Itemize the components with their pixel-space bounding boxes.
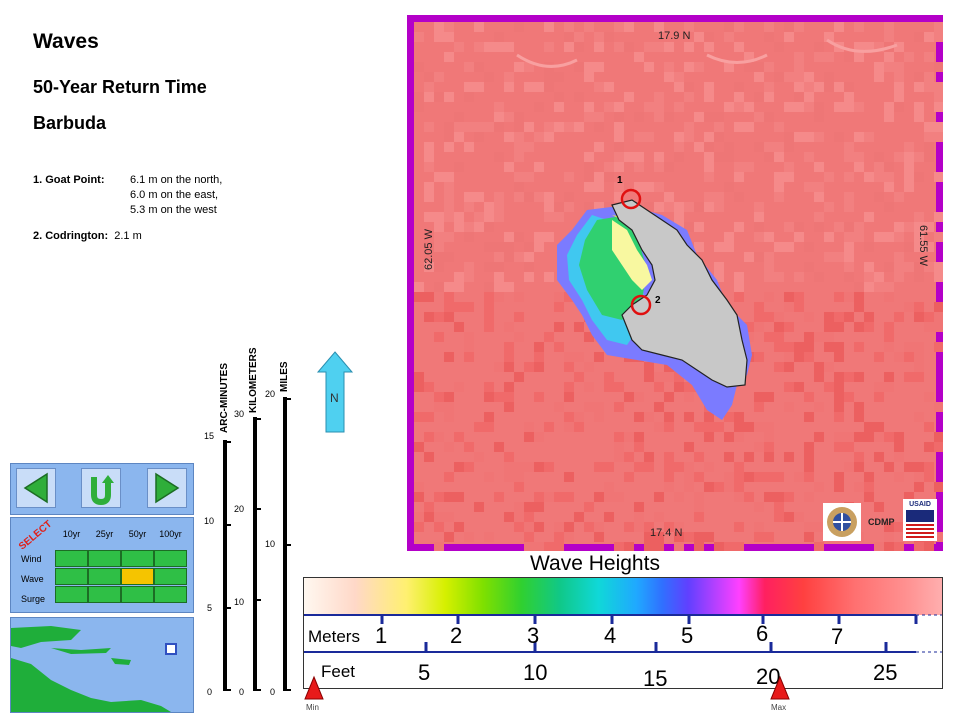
select-cell[interactable] — [55, 586, 88, 603]
caribbean-map-icon — [11, 618, 193, 712]
longitude-left-label: 62.05 W — [423, 229, 435, 270]
kilometers-label: KILOMETERS — [248, 347, 259, 413]
select-cell[interactable] — [121, 586, 154, 603]
color-ramp — [304, 578, 942, 615]
mile-tick: 0 — [270, 687, 276, 697]
note-line: 5.3 m on the west — [130, 204, 217, 216]
cdmp-credit: CDMP — [868, 517, 895, 527]
legend-title: Wave Heights — [530, 552, 660, 575]
column-25yr: 25yr — [95, 529, 114, 539]
km-tick: 20 — [234, 504, 245, 514]
select-cell[interactable] — [88, 550, 121, 567]
usaid-logo: USAID — [903, 499, 937, 541]
arc-tick: 5 — [207, 603, 213, 613]
point-1-marker — [620, 188, 642, 210]
wave-height-map: 17.9 N 17.4 N 62.05 W 61.55 W 1 2 CDMP U… — [407, 15, 943, 551]
note-line: 6.0 m on the east, — [130, 189, 219, 201]
meter-6: 6 — [756, 621, 769, 646]
locator-map[interactable] — [10, 617, 194, 713]
row-wind: Wind — [21, 554, 42, 564]
island-land — [611, 199, 748, 388]
latitude-bottom-label: 17.4 N — [650, 527, 683, 539]
arrow-right-icon — [155, 472, 180, 504]
select-label: SELECT — [17, 518, 55, 553]
meter-7: 7 — [831, 624, 844, 649]
select-cell[interactable] — [154, 586, 187, 603]
meter-3: 3 — [527, 623, 540, 648]
row-surge: Surge — [21, 594, 46, 604]
select-cell[interactable] — [154, 568, 187, 585]
feet-25: 25 — [873, 660, 898, 685]
max-marker-icon — [770, 675, 790, 700]
point-2-label: 2 — [655, 295, 661, 306]
place-name: Barbuda — [33, 113, 107, 133]
point-2-marker — [630, 294, 652, 316]
meters-label: Meters — [308, 627, 360, 646]
row-wave: Wave — [21, 574, 44, 584]
column-10yr: 10yr — [62, 529, 81, 539]
min-label: Min — [306, 703, 319, 712]
column-50yr: 50yr — [128, 529, 147, 539]
page-title: Waves — [33, 30, 99, 53]
wave-band-pale — [612, 220, 652, 290]
north-label: N — [330, 391, 339, 405]
feet-20: 20 — [756, 664, 781, 689]
point-1-label: 1 — [617, 175, 623, 186]
feet-5: 5 — [418, 660, 431, 685]
u-turn-icon — [91, 475, 114, 506]
meter-4: 4 — [604, 623, 617, 648]
arc-tick: 15 — [204, 431, 215, 441]
previous-button[interactable] — [16, 468, 56, 508]
max-label: Max — [771, 703, 787, 712]
arc-minutes-label: ARC-MINUTES — [219, 363, 230, 433]
column-100yr: 100yr — [159, 529, 182, 539]
km-tick: 10 — [234, 597, 245, 607]
select-cell[interactable] — [88, 568, 121, 585]
mile-tick: 10 — [265, 539, 276, 549]
latitude-top-label: 17.9 N — [658, 30, 691, 42]
return-button[interactable] — [81, 468, 121, 508]
return-time-subtitle: 50-Year Return Time — [33, 77, 207, 97]
select-cell[interactable] — [154, 550, 187, 567]
select-cell[interactable] — [121, 568, 154, 585]
arrow-left-icon — [23, 472, 48, 504]
note-line: 2.1 m — [114, 230, 142, 242]
km-tick: 30 — [234, 409, 245, 419]
arc-tick: 10 — [204, 516, 215, 526]
min-marker-icon — [304, 675, 324, 700]
scale-bars — [223, 397, 291, 691]
miles-label: MILES — [279, 361, 290, 392]
hazard-select-panel: SELECT 10yr 25yr 50yr 100yr Wind Wave Su… — [10, 517, 194, 613]
next-button[interactable] — [147, 468, 187, 508]
meter-1: 1 — [375, 623, 388, 648]
map-canvas — [414, 22, 943, 551]
feet-15: 15 — [643, 666, 668, 689]
note-codrington: 2. Codrington: 2.1 m — [33, 229, 233, 244]
select-cell[interactable] — [55, 550, 88, 567]
swell-lines — [516, 38, 898, 68]
location-marker — [165, 643, 177, 655]
nav-panel — [10, 463, 194, 515]
note-line: 6.1 m on the north, — [130, 174, 223, 186]
north-arrow-icon — [316, 351, 354, 433]
meter-2: 2 — [450, 623, 463, 648]
arc-tick: 0 — [207, 687, 213, 697]
note-label: 2. Codrington: — [33, 230, 109, 242]
select-cell[interactable] — [88, 586, 121, 603]
select-cell[interactable] — [55, 568, 88, 585]
note-label: 1. Goat Point: — [33, 174, 105, 186]
oas-logo — [823, 503, 861, 541]
meter-5: 5 — [681, 623, 694, 648]
feet-10: 10 — [523, 660, 548, 685]
longitude-right-label: 61.55 W — [917, 225, 929, 266]
km-tick: 0 — [239, 687, 245, 697]
select-cell[interactable] — [121, 550, 154, 567]
select-grid-cells — [55, 550, 187, 604]
mile-tick: 20 — [265, 389, 276, 399]
wave-height-legend: Meters 1 2 3 4 5 6 7 Feet 5 10 15 20 25 — [303, 577, 943, 689]
feet-label: Feet — [321, 662, 356, 681]
